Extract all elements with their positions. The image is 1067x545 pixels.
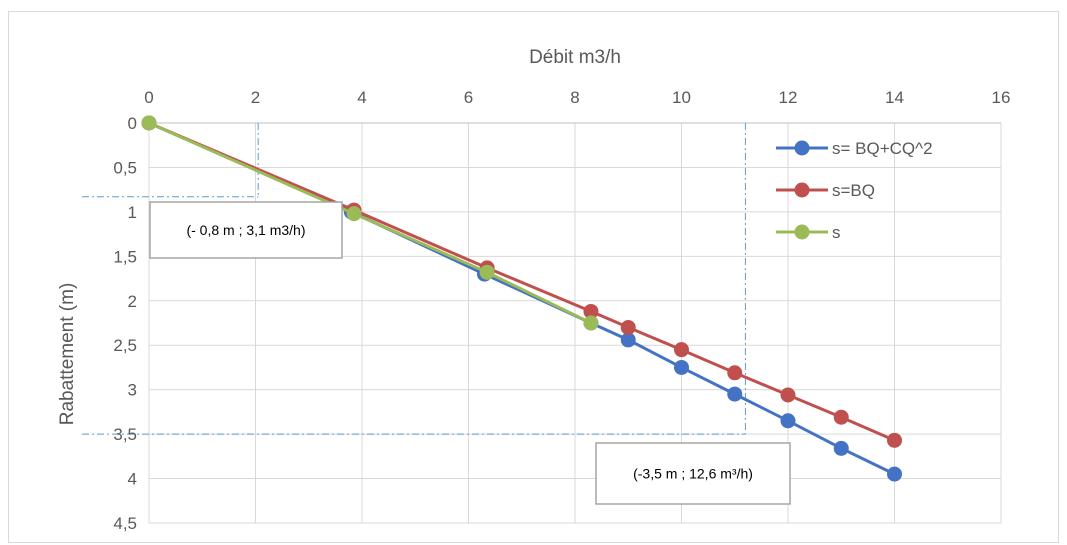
legend-marker [794, 140, 810, 156]
data-point [583, 315, 599, 331]
data-point [141, 115, 157, 131]
legend-label: s= BQ+CQ^2 [832, 139, 933, 158]
series-line [148, 121, 896, 442]
legend-marker [794, 182, 810, 198]
y-tick-label: 4,5 [113, 514, 137, 533]
annotation-box [149, 201, 343, 259]
y-tick-label: 2,5 [113, 336, 137, 355]
x-tick-label: 0 [144, 88, 153, 107]
legend-marker [794, 224, 810, 240]
annotation-box [595, 442, 791, 505]
data-point [620, 332, 636, 348]
data-point [479, 264, 495, 280]
data-point [833, 440, 849, 456]
x-tick-label: 8 [570, 88, 579, 107]
data-point [727, 386, 743, 402]
data-point [887, 466, 902, 482]
x-tick-label: 12 [779, 88, 798, 107]
data-point [346, 206, 362, 222]
legend-label: s [832, 223, 841, 242]
y-tick-label: 2 [128, 292, 137, 311]
x-tick-label: 10 [672, 88, 691, 107]
x-axis-title: Débit m3/h [529, 47, 621, 68]
x-tick-label: 4 [357, 88, 366, 107]
data-point [780, 387, 796, 403]
y-tick-label: 0,5 [113, 158, 137, 177]
annotation-label: (-3,5 m ; 12,6 m³/h) [633, 466, 753, 482]
y-tick-label: 3 [128, 381, 137, 400]
y-tick-label: 3,5 [113, 425, 137, 444]
y-tick-label: 1 [128, 203, 137, 222]
data-point [583, 303, 599, 319]
y-tick-label: 1,5 [113, 247, 137, 266]
data-point [833, 409, 849, 425]
x-tick-label: 14 [885, 88, 904, 107]
data-point [780, 413, 796, 429]
x-tick-label: 16 [992, 88, 1011, 107]
annotation-label: (- 0,8 m ; 3,1 m3/h) [186, 222, 305, 238]
data-point [674, 342, 689, 358]
series-line [148, 121, 592, 325]
x-tick-label: 2 [251, 88, 260, 107]
data-point [727, 365, 743, 381]
y-tick-label: 0 [128, 114, 137, 133]
data-point [674, 359, 689, 375]
chart-border [8, 11, 1059, 543]
legend: s= BQ+CQ^2 s=BQ s [776, 139, 933, 242]
y-axis-title: Rabattement (m) [57, 283, 78, 426]
y-tick-label: 4 [128, 470, 137, 489]
legend-label: s=BQ [832, 181, 875, 200]
data-point [887, 432, 902, 448]
x-tick-label: 6 [464, 88, 473, 107]
data-point [620, 319, 636, 335]
